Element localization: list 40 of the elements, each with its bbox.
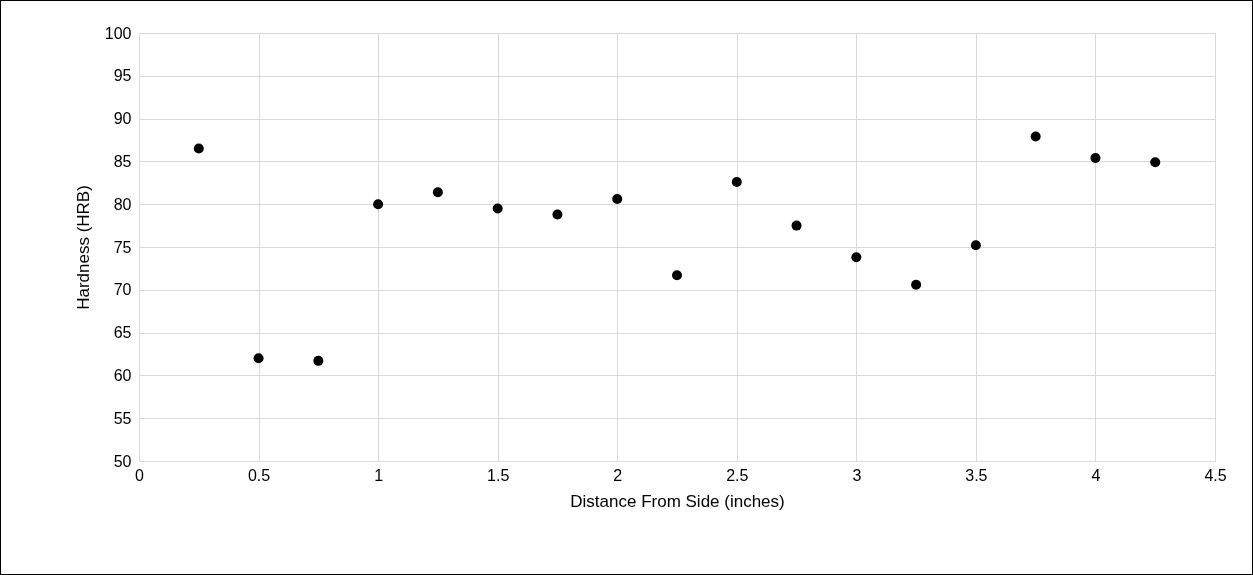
y-tick-label: 90: [113, 110, 132, 128]
y-tick-label: 100: [104, 24, 132, 42]
x-tick-label: 4.5: [1204, 466, 1227, 484]
point: [911, 279, 922, 290]
point: [612, 194, 623, 205]
y-tick-label: 80: [113, 195, 132, 213]
y-tick-label: 85: [113, 152, 132, 170]
y-tick-label: 65: [113, 324, 132, 342]
x-tick-label: 2.5: [726, 466, 749, 484]
y-axis-title: Hardness (HRB): [73, 185, 93, 310]
point: [672, 270, 682, 281]
y-tick-label: 75: [113, 238, 132, 256]
point: [193, 143, 204, 154]
y-tick-label: 50: [113, 452, 132, 470]
y-tick-label: 70: [113, 281, 132, 299]
point: [1150, 157, 1161, 168]
point: [1030, 131, 1041, 142]
point: [791, 220, 802, 231]
point: [851, 252, 862, 263]
point: [970, 240, 981, 251]
point: [731, 176, 742, 187]
x-tick-label: 2: [613, 466, 623, 484]
x-tick-label: 0.5: [247, 466, 271, 484]
x-tick-label: 3: [852, 466, 862, 484]
y-tick-label: 95: [113, 67, 132, 85]
point: [253, 353, 264, 364]
point: [313, 355, 324, 366]
point: [552, 209, 563, 220]
x-tick-label: 3.5: [965, 466, 988, 484]
y-tick-label: 60: [113, 366, 132, 384]
point: [1090, 152, 1101, 163]
y-tick-label: 55: [113, 409, 132, 427]
point: [492, 203, 503, 214]
x-tick-label: 0: [135, 466, 145, 484]
x-axis-title: Distance From Side (inches): [570, 491, 785, 511]
x-tick-label: 1.5: [487, 466, 510, 484]
x-tick-label: 4: [1091, 466, 1101, 484]
point: [373, 199, 384, 210]
point: [432, 187, 443, 198]
x-tick-label: 1: [374, 466, 384, 484]
